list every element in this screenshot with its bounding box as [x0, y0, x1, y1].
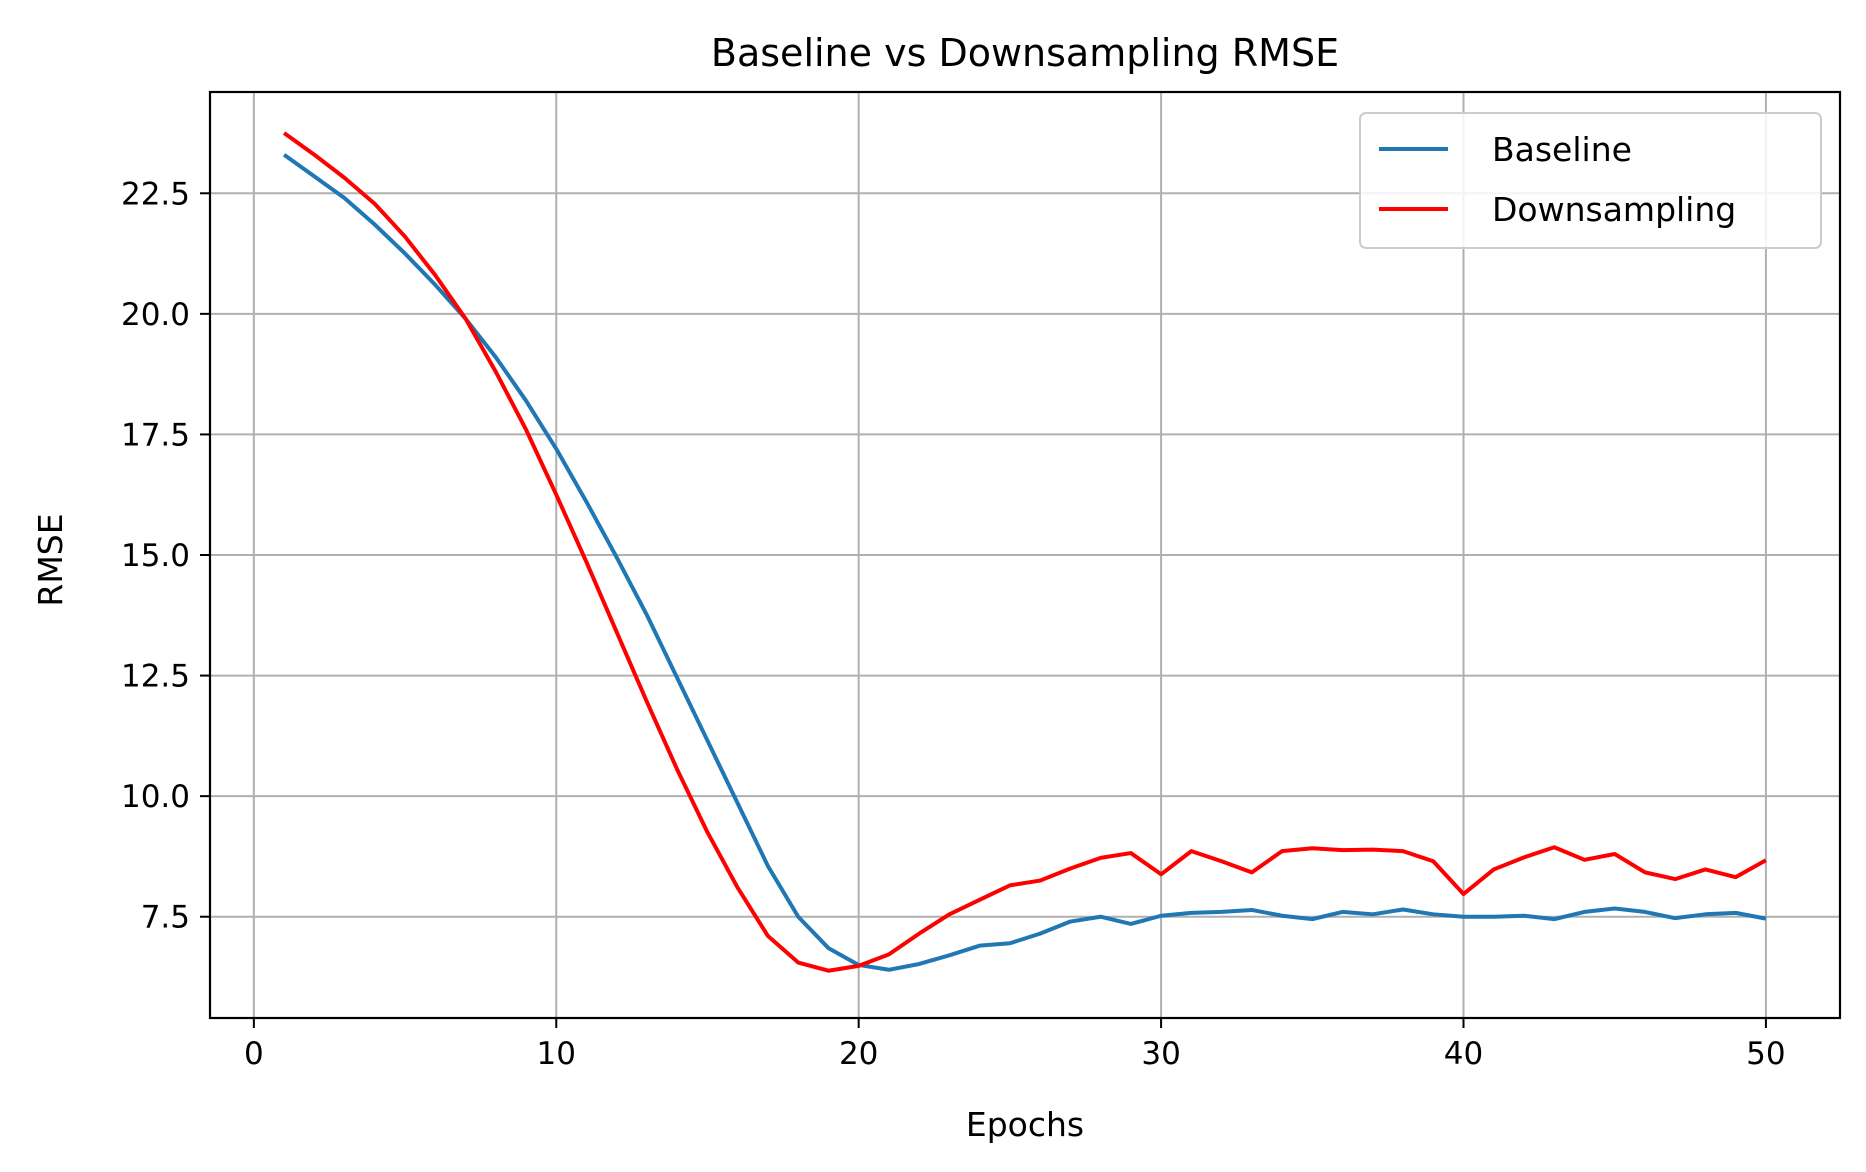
- y-tick-label: 20.0: [121, 297, 190, 333]
- series-line-baseline: [282, 153, 1767, 972]
- y-tick-label: 10.0: [121, 779, 190, 815]
- x-tick-label: 40: [1444, 1036, 1483, 1072]
- y-tick-label: 22.5: [121, 176, 190, 212]
- x-axis-label: Epochs: [966, 1105, 1084, 1144]
- y-tick-label: 12.5: [121, 659, 190, 695]
- y-tick-label: 15.0: [121, 538, 190, 574]
- y-tick-label: 7.5: [141, 900, 190, 936]
- y-tick-label: 17.5: [121, 417, 190, 453]
- chart-title: Baseline vs Downsampling RMSE: [711, 31, 1339, 75]
- x-tick-label: 30: [1141, 1036, 1180, 1072]
- x-tick-label: 50: [1746, 1036, 1785, 1072]
- x-tick-label: 0: [244, 1036, 264, 1072]
- ticks-layer: 0 10 20 30 40 50 7.5 10.0 12.5 15.0 17.5 20.0 22.5: [121, 176, 1786, 1072]
- y-axis-label: RMSE: [31, 513, 70, 606]
- x-tick-label: 20: [839, 1036, 878, 1072]
- legend-box: [1359, 112, 1822, 249]
- legend-label-baseline: Baseline: [1492, 130, 1632, 169]
- x-tick-label: 10: [537, 1036, 576, 1072]
- series-layer: [282, 131, 1767, 973]
- legend: Baseline Downsampling: [1359, 112, 1822, 249]
- legend-label-downsampling: Downsampling: [1492, 190, 1736, 229]
- series-line-downsampling: [282, 131, 1767, 973]
